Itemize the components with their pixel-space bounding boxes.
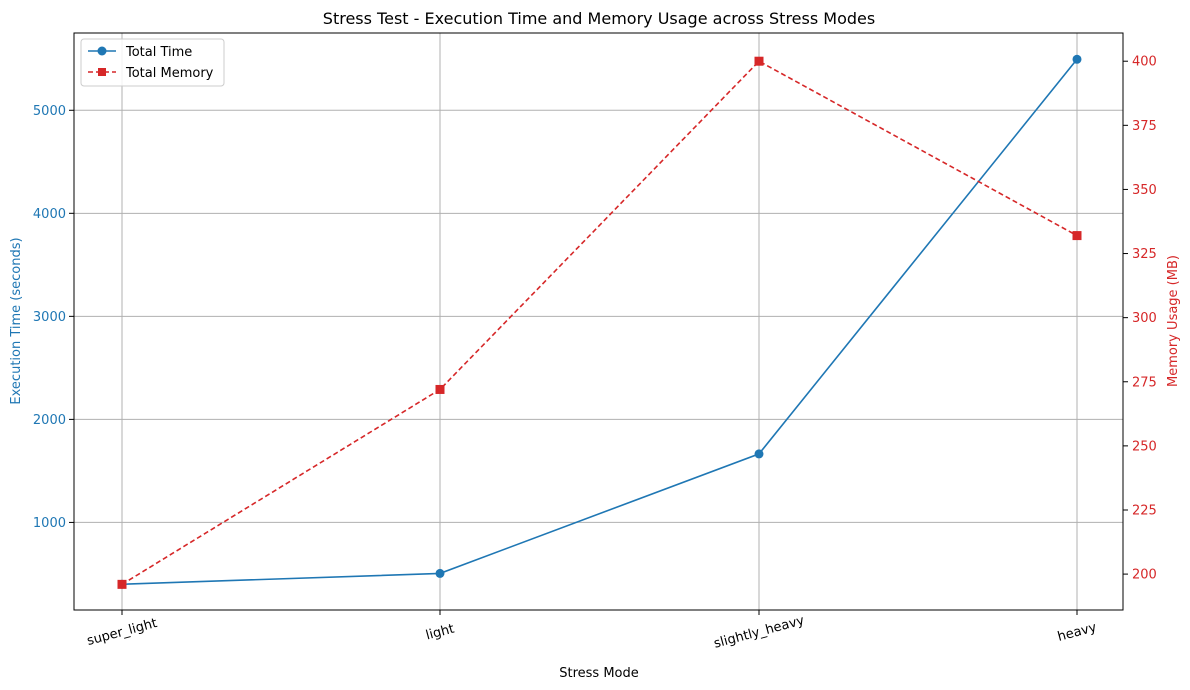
legend-time-marker <box>97 46 107 56</box>
series-line-total-memory <box>121 60 1078 586</box>
y-left-tick-label: 4000 <box>33 207 66 222</box>
y-right-tick-label: 400 <box>1132 55 1157 70</box>
y-left-tick-label: 5000 <box>33 104 66 119</box>
total-time-point <box>1072 54 1082 64</box>
y-right-tick-label: 200 <box>1132 568 1157 583</box>
plot-frame <box>73 32 1124 611</box>
total-memory-point <box>117 579 127 589</box>
legend-box <box>80 38 225 87</box>
y-right-tick-label: 275 <box>1132 375 1157 390</box>
legend-memory-marker <box>98 68 106 76</box>
total-time-point <box>435 568 445 578</box>
y-right-tick-label: 250 <box>1132 439 1157 454</box>
x-tick-label: light <box>424 622 456 644</box>
y-right-tick-label: 350 <box>1132 183 1157 198</box>
y-left-tick-label: 2000 <box>33 413 66 428</box>
y-axis-left-label: Execution Time (seconds) <box>9 237 24 404</box>
y-right-tick-label: 375 <box>1132 119 1157 134</box>
total-memory-point <box>754 56 764 66</box>
total-memory-point <box>1072 231 1082 241</box>
y-left-tick-label: 1000 <box>33 516 66 531</box>
chart-title: Stress Test - Execution Time and Memory … <box>323 9 875 28</box>
y-left-tick-label: 3000 <box>33 310 66 325</box>
legend-memory-label: Total Memory <box>125 66 214 81</box>
y-right-tick-label: 225 <box>1132 503 1157 518</box>
y-right-tick-label: 300 <box>1132 311 1157 326</box>
y-right-tick-label: 325 <box>1132 247 1157 262</box>
y-axis-right-label: Memory Usage (MB) <box>1166 255 1181 387</box>
x-axis-label: Stress Mode <box>559 666 639 681</box>
series-line-total-time <box>121 58 1078 586</box>
series-layer <box>117 54 1082 589</box>
grid-lines <box>74 33 1123 610</box>
total-memory-point <box>435 384 445 394</box>
legend: Total Time Total Memory <box>80 38 225 87</box>
legend-time-label: Total Time <box>125 45 192 60</box>
total-time-point <box>754 449 764 459</box>
